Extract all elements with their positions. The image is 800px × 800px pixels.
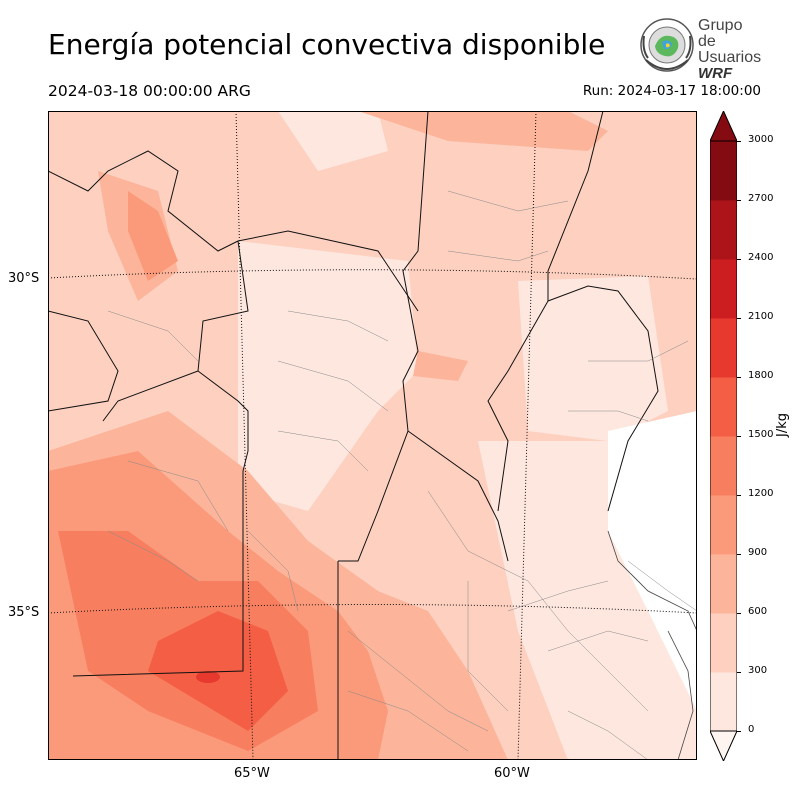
- colorbar-band: [710, 200, 737, 260]
- colorbar-tick-label: 2700: [748, 193, 774, 204]
- colorbar-band: [710, 613, 737, 673]
- lat-label-30s: 30°S: [8, 271, 40, 286]
- graticule: [48, 111, 697, 760]
- colorbar-tick-label: 600: [748, 606, 768, 617]
- cape-low-area-center: [238, 241, 418, 511]
- colorbar-tick-mark: [737, 377, 741, 378]
- department-boundaries: [107, 190, 697, 760]
- colorbar-tick-label: 2100: [748, 311, 774, 322]
- colorbar-band: [710, 141, 737, 201]
- colorbar-extend-top: [710, 111, 737, 142]
- lat-label-35s: 35°S: [8, 605, 40, 620]
- colorbar-band: [710, 495, 737, 555]
- cape-low-area-east: [518, 276, 668, 441]
- map-frame: [48, 111, 697, 760]
- lon-label-60w: 60°W: [494, 766, 530, 781]
- coastline: [607, 530, 697, 632]
- colorbar-tick-mark: [737, 200, 741, 201]
- cape-map: [48, 111, 697, 760]
- cape-600-zone-strip: [413, 351, 468, 381]
- colorbar: [710, 111, 737, 761]
- parallel-35s: [48, 604, 697, 614]
- cape-600-zone-north: [358, 111, 608, 151]
- colorbar-tick-label: 1500: [748, 429, 774, 440]
- colorbar-tick-mark: [737, 436, 741, 437]
- colorbar-tick-label: 3000: [748, 134, 774, 145]
- colorbar-tick-mark: [737, 672, 741, 673]
- cape-900-zone-northwest: [128, 191, 178, 281]
- wrf-user-group-logo: Grupo de Usuarios WRF: [638, 16, 763, 82]
- colorbar-tick-label: 0: [748, 724, 755, 735]
- colorbar-band: [710, 318, 737, 378]
- meridian-65w: [235, 111, 254, 760]
- map-title: Energía potencial convectiva disponible: [48, 28, 606, 61]
- coastline-south: [667, 630, 694, 760]
- colorbar-extend-bottom: [710, 730, 737, 761]
- logo-line-3: WRF: [698, 65, 733, 82]
- colorbar-tick-label: 300: [748, 665, 768, 676]
- colorbar-tick-label: 1200: [748, 488, 774, 499]
- ocean-area: [608, 411, 697, 711]
- colorbar-tick-mark: [737, 554, 741, 555]
- province-boundaries: [48, 111, 659, 760]
- parallel-30s: [48, 269, 697, 280]
- colorbar-tick-label: 1800: [748, 370, 774, 381]
- logo-emblem-icon: [640, 18, 694, 72]
- colorbar-band: [710, 436, 737, 496]
- meridian-60w: [517, 111, 537, 760]
- lon-label-65w: 65°W: [234, 766, 270, 781]
- logo-text: Grupo de Usuarios WRF: [698, 18, 763, 82]
- colorbar-tick-mark: [737, 731, 741, 732]
- colorbar-tick-label: 2400: [748, 252, 774, 263]
- cape-1800-spot: [196, 671, 220, 683]
- colorbar-tick-mark: [737, 495, 741, 496]
- valid-time: 2024-03-18 00:00:00 ARG: [48, 82, 251, 100]
- colorbar-tick-mark: [737, 141, 741, 142]
- logo-line-2: Usuarios: [698, 49, 762, 66]
- colorbar-band: [710, 554, 737, 614]
- cape-low-area-north: [278, 111, 388, 171]
- colorbar-unit: J/kg: [775, 413, 790, 437]
- logo-line-1: Grupo de: [698, 17, 743, 50]
- colorbar-tick-mark: [737, 318, 741, 319]
- colorbar-frame: [710, 140, 737, 732]
- run-time: Run: 2024-03-17 18:00:00: [582, 83, 761, 99]
- colorbar-band: [710, 259, 737, 319]
- colorbar-band: [710, 672, 737, 732]
- colorbar-band: [710, 377, 737, 437]
- colorbar-tick-mark: [737, 259, 741, 260]
- colorbar-tick-label: 900: [748, 547, 768, 558]
- colorbar-tick-mark: [737, 613, 741, 614]
- cape-1500-zone: [148, 611, 288, 731]
